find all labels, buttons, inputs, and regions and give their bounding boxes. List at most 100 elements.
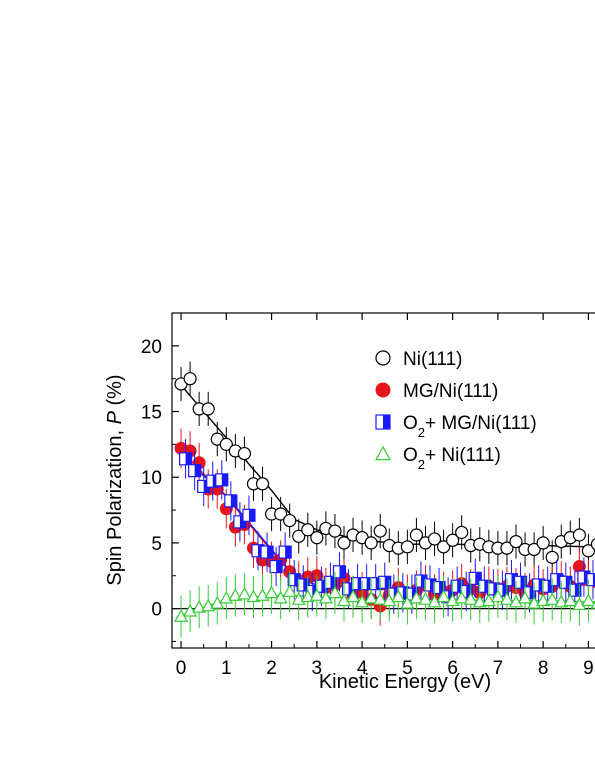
data-point — [201, 402, 215, 416]
legend-label: Ni(111) — [403, 349, 462, 370]
data-point — [590, 538, 595, 551]
data-point-fill — [248, 509, 255, 522]
data-point-fill — [592, 573, 595, 586]
data-point — [327, 585, 342, 599]
y-tick-label: 20 — [141, 337, 162, 358]
data-point — [490, 589, 505, 603]
data-point — [260, 545, 274, 559]
x-tick-label: 4 — [357, 658, 368, 679]
data-point-fill — [276, 560, 283, 573]
series-open-triangle — [174, 570, 595, 638]
data-point-fill — [267, 546, 274, 559]
data-point-fill — [339, 565, 346, 578]
legend: Ni(111)MG/Ni(111)O2+ MG/Ni(111)O2+ Ni(11… — [374, 349, 537, 472]
data-point — [323, 575, 338, 589]
y-tick-label: 15 — [141, 403, 162, 424]
data-point — [513, 575, 528, 589]
data-point — [563, 593, 578, 607]
data-point — [188, 464, 202, 478]
data-point — [373, 524, 387, 538]
data-point — [536, 536, 550, 550]
data-point — [400, 540, 414, 554]
data-point — [472, 594, 487, 608]
data-point — [545, 550, 559, 564]
data-point — [282, 584, 297, 597]
data-point-fill — [384, 576, 391, 589]
data-point — [500, 541, 514, 555]
x-tick-label: 5 — [402, 658, 413, 679]
data-point — [545, 592, 560, 605]
y-tick-label: 0 — [151, 600, 162, 621]
data-point — [215, 473, 229, 487]
data-point — [328, 524, 342, 538]
legend-marker — [374, 445, 392, 461]
y-axis-title-suffix: (%) — [104, 374, 126, 411]
data-point — [364, 536, 378, 550]
data-point-fill — [475, 572, 482, 585]
data-point — [336, 593, 352, 607]
legend-label: O2+ Ni(111) — [403, 445, 501, 472]
x-tick-label: 0 — [176, 658, 187, 679]
data-point — [310, 531, 324, 545]
data-point — [455, 525, 469, 539]
data-series-layer — [174, 361, 595, 638]
data-point — [273, 590, 288, 604]
data-point — [590, 600, 595, 609]
data-point — [264, 585, 279, 599]
data-point — [508, 594, 524, 608]
data-point — [382, 593, 397, 607]
data-point — [255, 477, 270, 491]
data-point — [274, 507, 288, 521]
data-point-fill — [466, 585, 473, 598]
data-point — [409, 528, 424, 542]
data-point-fill — [230, 494, 237, 507]
y-axis-title: Spin Polarization, P (%) — [104, 374, 126, 585]
data-point — [364, 590, 379, 604]
data-point-fill — [574, 584, 581, 597]
data-point — [499, 592, 514, 605]
legend-marker — [375, 414, 391, 430]
x-tick-label: 2 — [266, 658, 277, 679]
data-point — [237, 586, 252, 600]
data-point — [581, 593, 595, 607]
data-point — [283, 513, 297, 528]
data-point — [269, 559, 283, 574]
data-point — [178, 452, 193, 466]
data-point — [346, 589, 361, 603]
data-point — [454, 590, 469, 604]
legend-label-subscript: 2 — [418, 425, 425, 440]
data-point — [292, 529, 306, 543]
data-point — [355, 594, 370, 608]
data-point-fill — [185, 452, 192, 465]
data-point — [554, 594, 569, 608]
data-point — [446, 533, 460, 547]
data-point — [572, 597, 587, 611]
axis-ticks-layer: 0 1 2 3 4 5 6 7 8 9 0 5 10 15 20 — [141, 313, 594, 679]
series-open-circle — [174, 361, 595, 575]
data-point — [337, 536, 351, 550]
data-point — [332, 565, 347, 579]
data-point — [418, 592, 433, 605]
data-point — [509, 534, 523, 549]
data-point — [183, 603, 198, 617]
data-point — [309, 588, 324, 601]
legend-label: MG/Ni(111) — [403, 381, 498, 402]
legend-marker — [375, 382, 391, 398]
data-point — [518, 590, 533, 604]
data-point — [192, 600, 207, 613]
data-point — [391, 589, 406, 603]
data-point — [572, 528, 586, 542]
data-point — [300, 589, 315, 603]
data-point — [246, 589, 261, 603]
legend-label-rest: + Ni(111) — [425, 445, 501, 466]
data-point — [436, 589, 451, 603]
data-point-fill — [565, 576, 572, 589]
y-tick-label: 10 — [141, 468, 162, 489]
legend-label-subscript: 2 — [418, 457, 425, 472]
data-point — [224, 494, 238, 508]
legend-marker — [375, 350, 391, 366]
data-point — [581, 544, 595, 558]
legend-label-rest: + MG/Ni(111) — [425, 413, 537, 434]
legend-label-main: O — [403, 445, 418, 466]
